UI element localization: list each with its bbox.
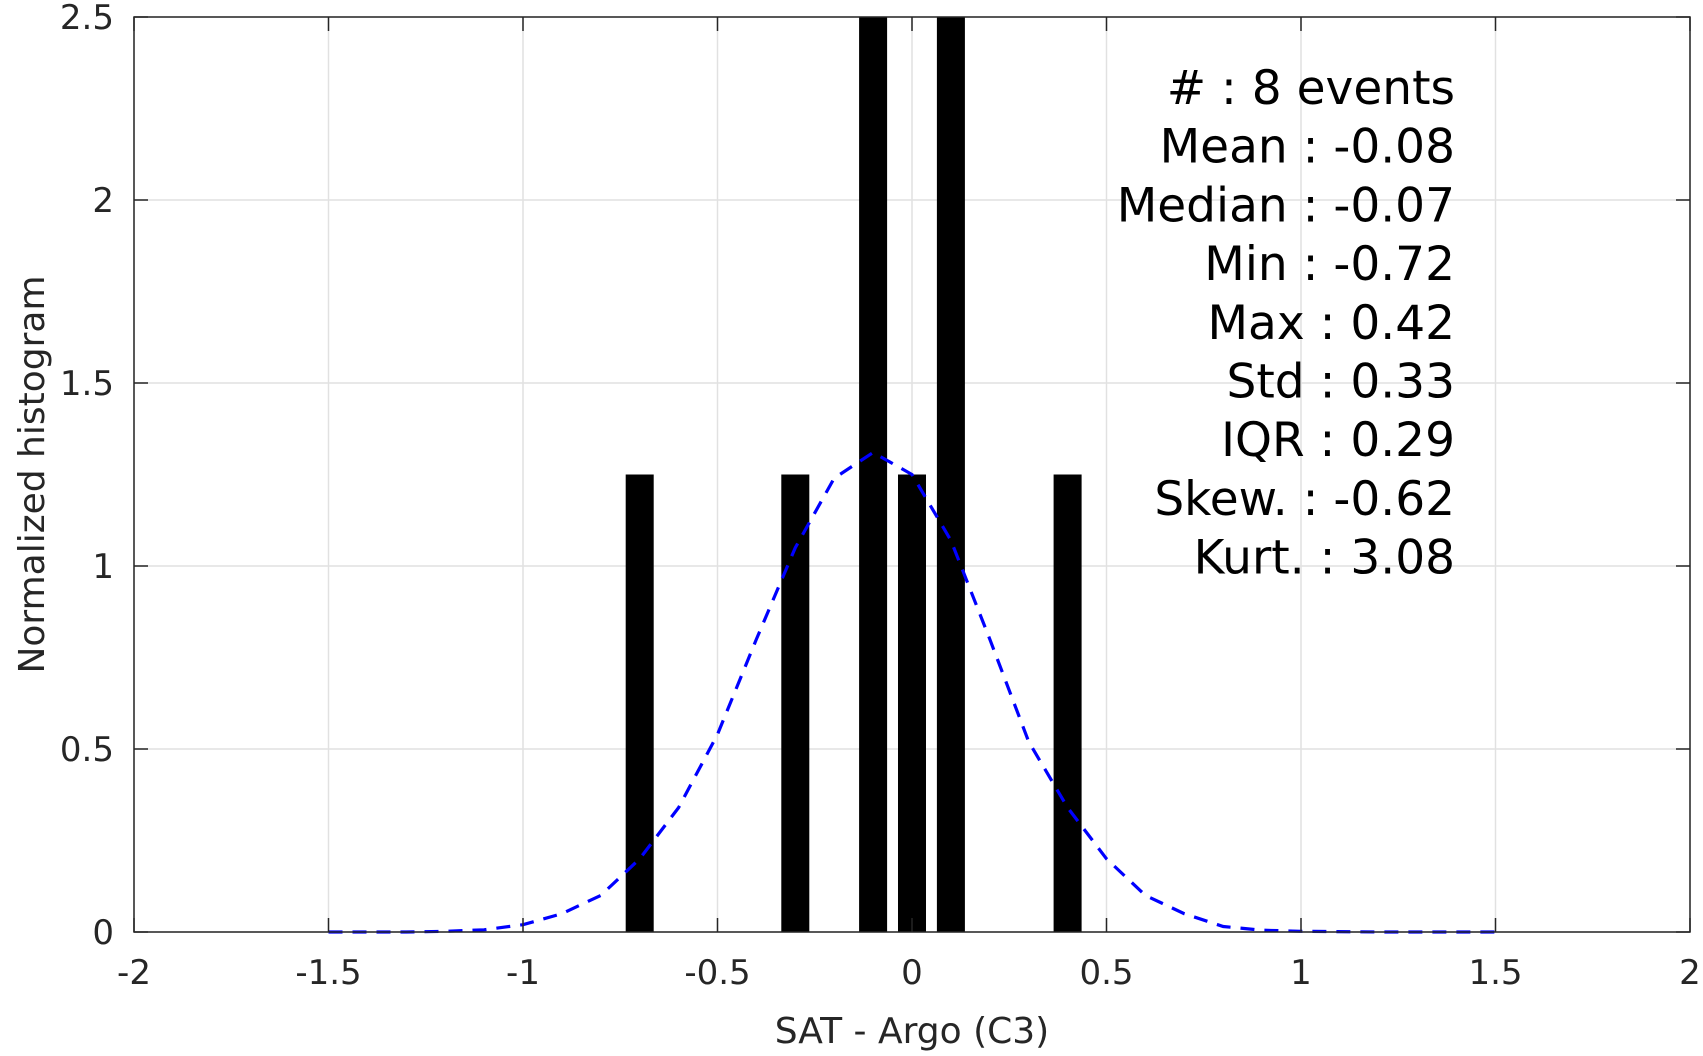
stat-events: # : 8 events (1167, 61, 1455, 116)
stat-max: Max : 0.42 (1207, 296, 1455, 351)
histogram-bar (936, 17, 965, 932)
y-tick-label: 2 (92, 181, 114, 221)
y-tick-label: 2.5 (60, 0, 114, 38)
histogram-bar (897, 474, 927, 932)
y-tick-label: 0 (92, 913, 114, 953)
stat-median: Median : -0.07 (1117, 178, 1455, 233)
histogram-bar (625, 474, 654, 932)
x-tick-label: -1.5 (295, 953, 361, 993)
stat-min: Min : -0.72 (1204, 237, 1455, 292)
y-tick-label: 0.5 (60, 730, 114, 770)
statistics-annotation: # : 8 events Mean : -0.08 Median : -0.07… (1117, 61, 1455, 586)
x-tick-label: 1 (1290, 953, 1312, 993)
x-tick-label: 1.5 (1468, 953, 1522, 993)
x-tick-label: -1 (506, 953, 540, 993)
tick-labels: -2 -1.5 -1 -0.5 0 0.5 1 1.5 2 0 0.5 1 1.5 2 2.5 (60, 0, 1701, 993)
histogram-bar (859, 17, 888, 932)
stat-std: Std : 0.33 (1227, 355, 1455, 410)
x-tick-label: -0.5 (684, 953, 750, 993)
stat-kurt: Kurt. : 3.08 (1194, 531, 1455, 586)
x-tick-label: -2 (117, 953, 151, 993)
x-tick-label: 2 (1679, 953, 1701, 993)
stat-skew: Skew. : -0.62 (1154, 472, 1455, 527)
y-tick-label: 1.5 (60, 364, 114, 404)
histogram-bars (625, 17, 1082, 932)
histogram-bar (781, 474, 810, 932)
x-tick-label: 0.5 (1079, 953, 1133, 993)
stat-mean: Mean : -0.08 (1160, 120, 1455, 175)
histogram-bar (1053, 474, 1082, 932)
y-tick-label: 1 (92, 547, 114, 587)
stat-iqr: IQR : 0.29 (1221, 413, 1455, 468)
axis-ticks (133, 16, 1691, 933)
y-axis-title: Normalized histogram (12, 275, 53, 673)
x-tick-label: 0 (901, 953, 923, 993)
x-axis-title: SAT - Argo (C3) (775, 1011, 1049, 1052)
